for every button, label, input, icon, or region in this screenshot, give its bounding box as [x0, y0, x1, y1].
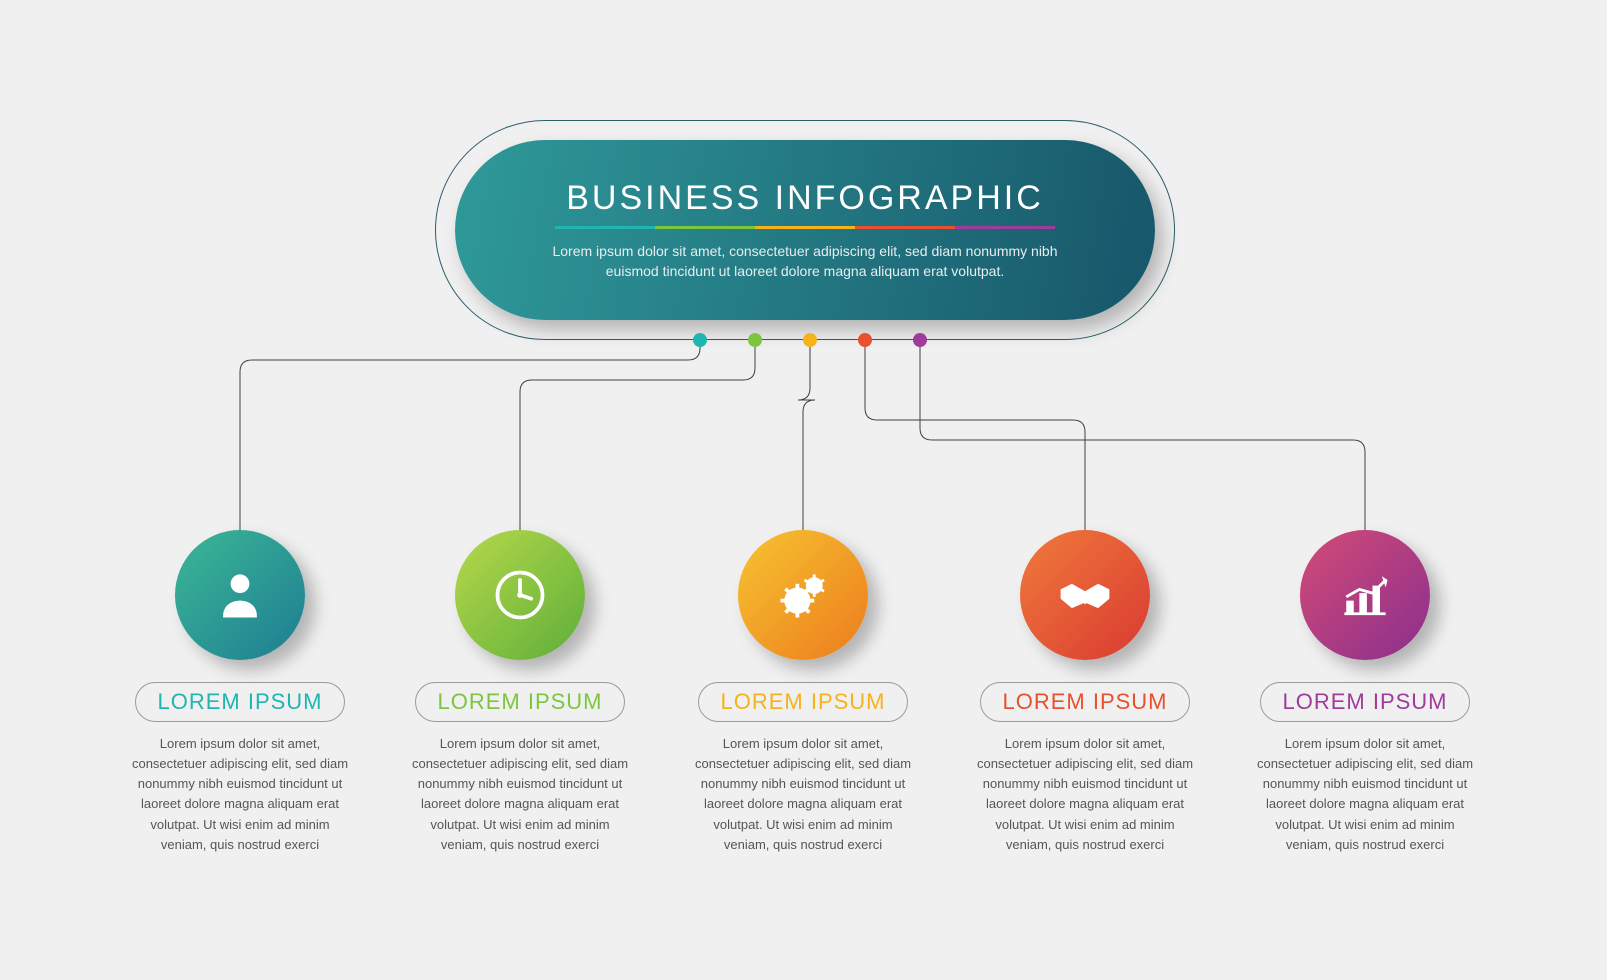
header-underline — [555, 226, 1055, 229]
item-body: Lorem ipsum dolor sit amet, consectetuer… — [1245, 734, 1485, 855]
person-icon — [175, 530, 305, 660]
infographic-canvas: BUSINESS INFOGRAPHIC Lorem ipsum dolor s… — [0, 0, 1607, 980]
item-label: LOREM IPSUM — [980, 682, 1190, 722]
connector-dot — [913, 333, 927, 347]
item-label: LOREM IPSUM — [135, 682, 345, 722]
item-label: LOREM IPSUM — [698, 682, 908, 722]
infographic-item: LOREM IPSUM Lorem ipsum dolor sit amet, c… — [1245, 530, 1485, 855]
header-pill: BUSINESS INFOGRAPHIC Lorem ipsum dolor s… — [455, 140, 1155, 320]
chart-icon — [1300, 530, 1430, 660]
connector-dot — [748, 333, 762, 347]
connector-dot — [803, 333, 817, 347]
item-label: LOREM IPSUM — [415, 682, 625, 722]
connector-dot — [858, 333, 872, 347]
gears-icon — [738, 530, 868, 660]
item-body: Lorem ipsum dolor sit amet, consectetuer… — [683, 734, 923, 855]
infographic-item: LOREM IPSUM Lorem ipsum dolor sit amet, c… — [120, 530, 360, 855]
handshake-icon — [1020, 530, 1150, 660]
item-body: Lorem ipsum dolor sit amet, consectetuer… — [400, 734, 640, 855]
header-title: BUSINESS INFOGRAPHIC — [566, 179, 1044, 218]
infographic-item: LOREM IPSUM Lorem ipsum dolor sit amet, c… — [400, 530, 640, 855]
clock-icon — [455, 530, 585, 660]
connector-dot — [693, 333, 707, 347]
item-label: LOREM IPSUM — [1260, 682, 1470, 722]
header-subtitle: Lorem ipsum dolor sit amet, consectetuer… — [525, 241, 1085, 282]
infographic-item: LOREM IPSUM Lorem ipsum dolor sit amet, c… — [683, 530, 923, 855]
infographic-item: LOREM IPSUM Lorem ipsum dolor sit amet, c… — [965, 530, 1205, 855]
item-body: Lorem ipsum dolor sit amet, consectetuer… — [120, 734, 360, 855]
item-body: Lorem ipsum dolor sit amet, consectetuer… — [965, 734, 1205, 855]
